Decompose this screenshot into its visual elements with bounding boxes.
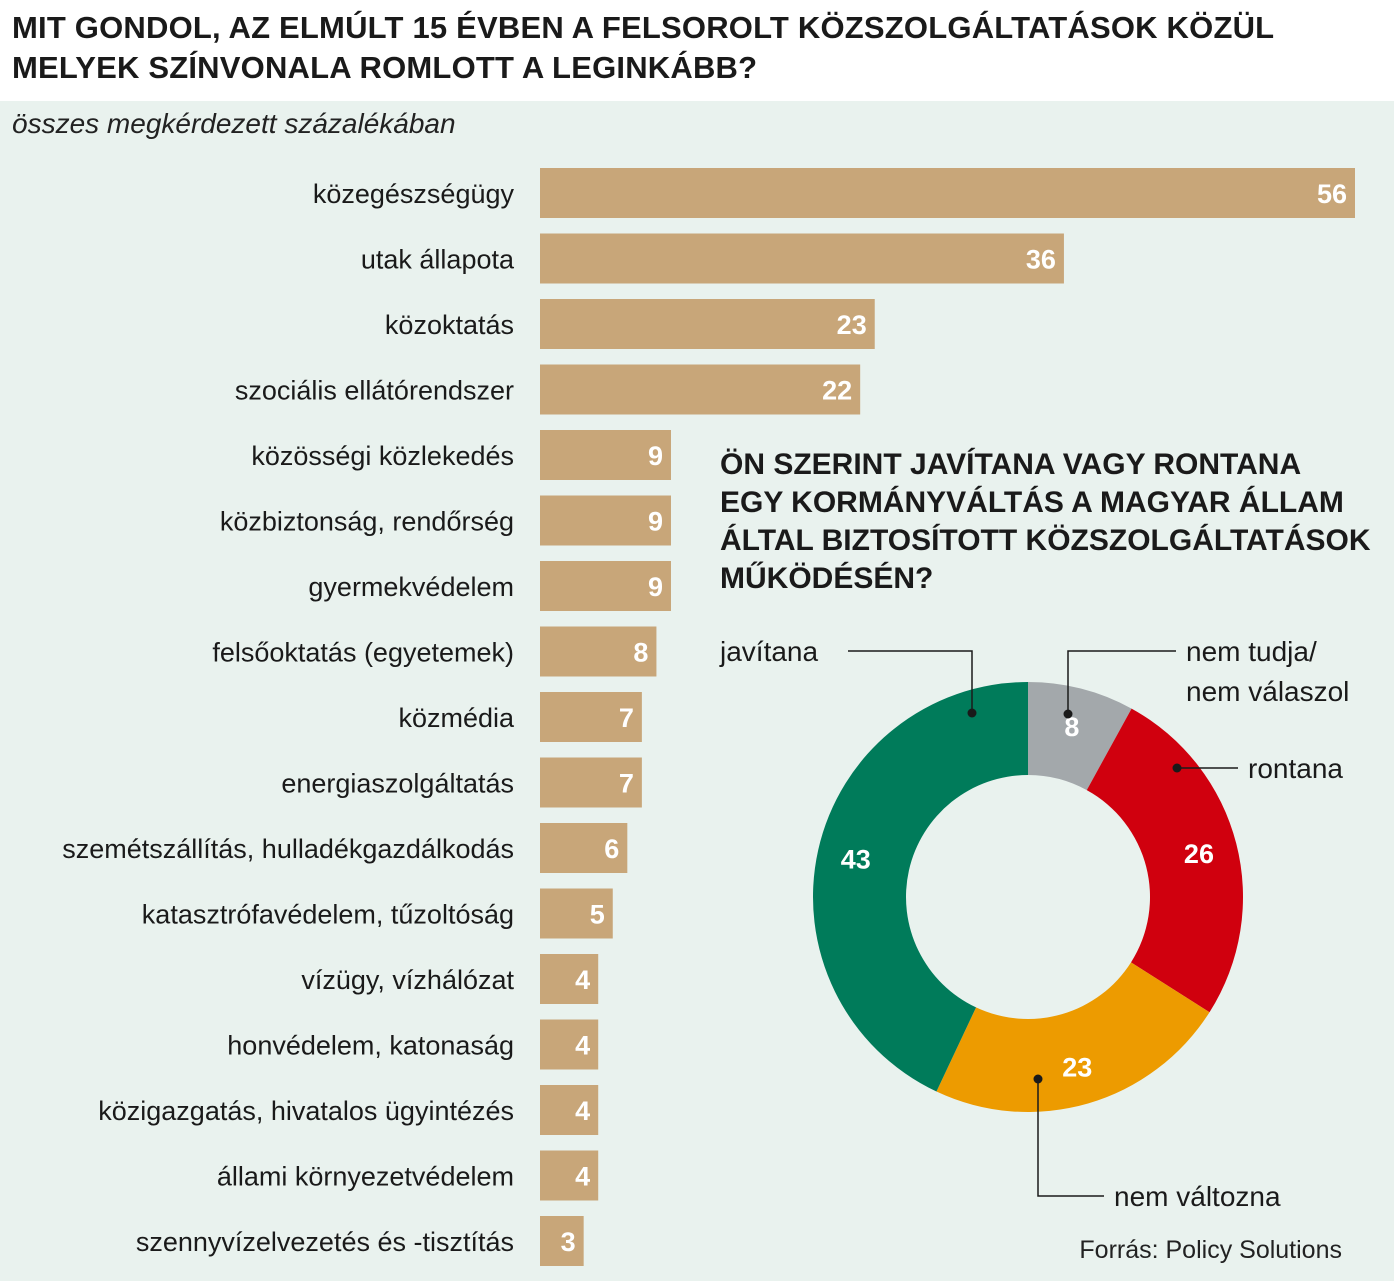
category-label: katasztrófavédelem, tűzoltóság	[142, 900, 514, 930]
category-label: közigazgatás, hivatalos ügyintézés	[98, 1096, 514, 1126]
leader-line	[1067, 650, 1176, 714]
category-label: szociális ellátórendszer	[235, 376, 514, 406]
bar-value-label: 3	[561, 1227, 576, 1257]
category-label: honvédelem, katonaság	[227, 1031, 514, 1061]
category-label: közösségi közlekedés	[251, 441, 514, 471]
source-note: Forrás: Policy Solutions	[1079, 1236, 1342, 1264]
bar	[540, 954, 599, 1004]
donut-category-label: javítana	[719, 636, 818, 667]
category-label: közoktatás	[385, 310, 514, 340]
bar	[540, 364, 861, 415]
donut-value-label: 23	[1062, 1052, 1092, 1082]
category-label: utak állapota	[361, 245, 515, 275]
bar-value-label: 6	[604, 834, 619, 864]
bar-value-label: 4	[575, 1162, 590, 1192]
donut-chart: 8 26 23 43 nem tudja/nem válaszol rontana nem …	[719, 636, 1349, 1212]
category-label: állami környezetvédelem	[217, 1162, 514, 1192]
bar	[540, 1019, 599, 1070]
bar	[540, 168, 1355, 218]
donut-value-label: 26	[1184, 839, 1214, 869]
category-label: felsőoktatás (egyetemek)	[212, 638, 514, 668]
bar	[540, 1216, 584, 1266]
bar-value-label: 56	[1317, 179, 1347, 209]
category-label: szemétszállítás, hulladékgazdálkodás	[62, 834, 514, 864]
bar-value-label: 8	[633, 638, 648, 668]
donut-value-label: 8	[1064, 712, 1079, 742]
bar-value-label: 5	[590, 900, 605, 930]
bar-value-label: 4	[575, 1096, 590, 1126]
bar-value-label: 7	[619, 703, 634, 733]
bar	[540, 561, 671, 611]
bar-value-label: 4	[575, 1031, 590, 1061]
donut-chart-title: ÖN SZERINT JAVÍTANA VAGY RONTANA EGY KOR…	[720, 448, 1371, 595]
bar	[540, 299, 875, 349]
bar	[540, 888, 613, 939]
category-label: közbiztonság, rendőrség	[220, 507, 514, 537]
bar-value-label: 9	[648, 507, 663, 537]
category-label: gyermekvédelem	[308, 572, 514, 602]
donut-slice	[936, 962, 1210, 1112]
leader-dot	[1033, 1074, 1043, 1084]
bar	[540, 1150, 599, 1201]
bar	[540, 1085, 599, 1135]
bar-value-label: 36	[1026, 245, 1056, 275]
leader-line	[848, 650, 973, 713]
chart-title: MIT GONDOL, AZ ELMÚLT 15 ÉVBEN A FELSORO…	[12, 10, 1275, 85]
bar-value-label: 9	[648, 572, 663, 602]
bar-value-label: 22	[822, 376, 852, 406]
donut-slice	[1086, 708, 1243, 1013]
category-label: vízügy, vízhálózat	[301, 965, 514, 995]
bar	[540, 626, 657, 677]
leader-dot	[1063, 709, 1073, 719]
donut-value-label: 43	[841, 844, 871, 874]
bar	[540, 757, 642, 808]
bar	[540, 430, 671, 480]
chart-subtitle: összes megkérdezett százalékában	[12, 108, 456, 139]
category-label: közmédia	[398, 703, 515, 733]
bar	[540, 233, 1064, 284]
leader-line	[1037, 1079, 1104, 1197]
leader-dot	[1172, 763, 1182, 773]
donut-slice	[1028, 682, 1132, 791]
bar	[540, 823, 628, 873]
donut-category-label: nem változna	[1114, 1181, 1281, 1212]
bar-value-label: 4	[575, 965, 590, 995]
bar	[540, 692, 642, 742]
leader-dot	[967, 708, 977, 718]
category-label: szennyvízelvezetés és -tisztítás	[136, 1227, 514, 1257]
bar	[540, 495, 671, 546]
bar-value-label: 7	[619, 769, 634, 799]
donut-category-label: rontana	[1248, 753, 1343, 784]
donut-category-label: nem tudja/nem válaszol	[1186, 636, 1349, 707]
header-band	[0, 0, 1394, 101]
bar-value-label: 23	[837, 310, 867, 340]
donut-slice	[813, 682, 1028, 1092]
category-label: energiaszolgáltatás	[281, 769, 514, 799]
bar-value-label: 9	[648, 441, 663, 471]
category-label: közegészségügy	[313, 179, 515, 209]
